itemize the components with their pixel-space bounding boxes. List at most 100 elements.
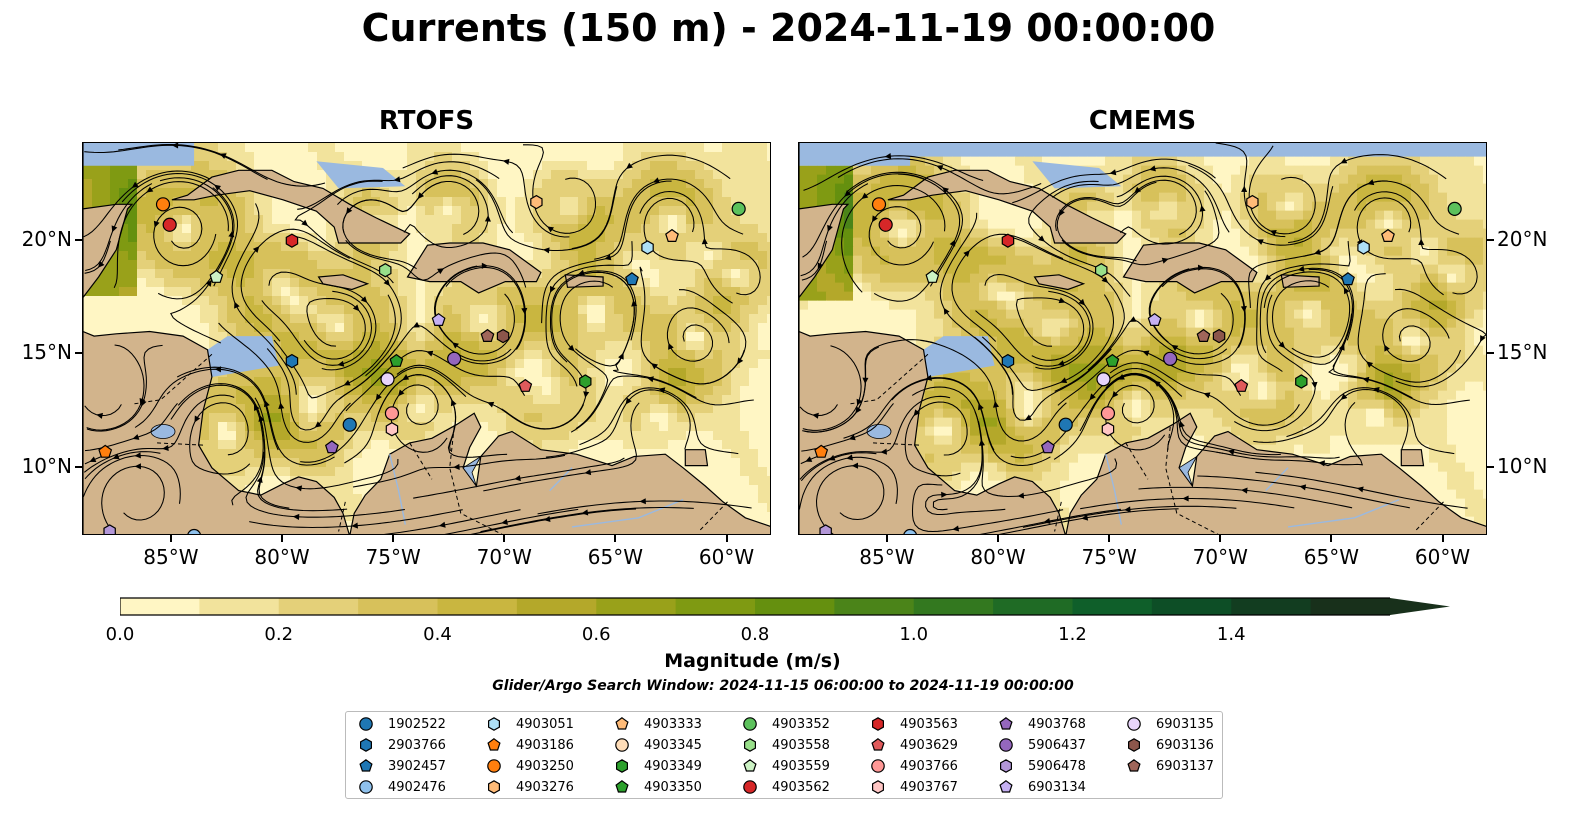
colorbar-segment bbox=[675, 598, 756, 615]
legend-label: 3902457 bbox=[388, 758, 446, 774]
legend-marker-circle-icon bbox=[487, 759, 501, 773]
legend-marker-hexagon-icon bbox=[871, 717, 884, 731]
float-marker-4903766 bbox=[1100, 406, 1116, 421]
legend-item: 4903350 bbox=[614, 777, 702, 797]
float-marker-4903276 bbox=[530, 194, 543, 210]
legend-label: 4903350 bbox=[644, 779, 702, 795]
panel-title-cmems: CMEMS bbox=[1088, 106, 1197, 136]
legend-item: 4903345 bbox=[614, 735, 702, 755]
legend-item: 5906437 bbox=[998, 735, 1086, 755]
legend-item: 6903135 bbox=[1126, 714, 1214, 734]
legend-marker-hexagon-icon bbox=[1127, 738, 1140, 752]
lon-tick-label: 80°W bbox=[970, 545, 1026, 569]
float-marker-4903349 bbox=[1295, 374, 1308, 389]
search-window-text: Glider/Argo Search Window: 2024-11-15 06… bbox=[492, 678, 1074, 694]
legend-label: 4903051 bbox=[516, 716, 574, 732]
lon-tick-mark bbox=[614, 535, 617, 542]
lon-tick-mark bbox=[392, 535, 395, 542]
legend-label: 1902522 bbox=[388, 716, 446, 732]
float-marker-6903137 bbox=[1196, 328, 1211, 342]
legend-marker-1902522 bbox=[359, 717, 373, 731]
legend-marker-4903629 bbox=[871, 738, 885, 751]
legend-item: 4903562 bbox=[742, 777, 830, 797]
float-marker-4903768 bbox=[324, 440, 339, 454]
float-marker-6903136 bbox=[496, 328, 510, 344]
legend-marker-circle-icon bbox=[743, 717, 757, 731]
lon-tick-label: 75°W bbox=[365, 545, 421, 569]
map-cmems bbox=[798, 142, 1487, 535]
float-marker-4903559 bbox=[925, 269, 940, 283]
colorbar-tick-label: 0.0 bbox=[105, 624, 135, 645]
lat-tick-mark bbox=[1487, 238, 1494, 241]
legend-marker-4903051 bbox=[487, 717, 500, 731]
legend-item: 4903768 bbox=[998, 714, 1086, 734]
legend-marker-hexagon-icon bbox=[487, 717, 500, 731]
float-marker-4903562 bbox=[162, 217, 177, 232]
legend-item: 6903134 bbox=[998, 777, 1086, 797]
colorbar-segment bbox=[1072, 598, 1153, 615]
float-marker-4903558 bbox=[379, 263, 392, 278]
legend-marker-circle-icon bbox=[999, 738, 1013, 752]
legend-marker-4903558 bbox=[743, 738, 756, 752]
float-marker-4903629 bbox=[518, 378, 533, 392]
legend-marker-pentagon-icon bbox=[1127, 759, 1141, 772]
float-marker-1902522 bbox=[1058, 417, 1073, 432]
lat-tick-label: 20°N bbox=[1497, 226, 1548, 251]
legend-marker-hexagon-icon bbox=[615, 759, 628, 773]
legend-marker-4903768 bbox=[999, 717, 1013, 730]
legend-marker-hexagon-icon bbox=[487, 780, 500, 794]
float-marker-4903350 bbox=[389, 353, 404, 367]
legend-label: 4902476 bbox=[388, 779, 446, 795]
float-marker-4903767 bbox=[385, 422, 399, 437]
colorbar-tick-label: 1.4 bbox=[1216, 624, 1246, 645]
legend-marker-4903352 bbox=[743, 717, 757, 731]
float-marker-4903352 bbox=[731, 201, 746, 216]
lon-tick-mark bbox=[1219, 535, 1222, 542]
lon-tick-label: 85°W bbox=[143, 545, 199, 569]
float-marker-6903135 bbox=[1096, 372, 1111, 387]
lon-tick-mark bbox=[885, 535, 888, 542]
float-marker-6903134 bbox=[1147, 312, 1162, 326]
colorbar-segment bbox=[755, 598, 835, 615]
colorbar-segment bbox=[913, 598, 994, 615]
float-marker-5906478 bbox=[819, 524, 832, 534]
colorbar-tick-label: 0.6 bbox=[581, 624, 611, 645]
lon-tick-label: 80°W bbox=[254, 545, 310, 569]
float-marker-4902476 bbox=[903, 528, 917, 534]
lat-tick-mark bbox=[1487, 465, 1494, 468]
float-marker-6903137 bbox=[480, 328, 495, 342]
float-marker-4903558 bbox=[1095, 263, 1108, 278]
colorbar-segment bbox=[358, 598, 438, 615]
legend-label: 6903134 bbox=[1028, 779, 1086, 795]
legend-item: 4903767 bbox=[870, 777, 958, 797]
legend-label: 4903250 bbox=[516, 758, 574, 774]
legend-marker-hexagon-icon bbox=[359, 738, 372, 752]
legend-marker-6903137 bbox=[1127, 759, 1141, 772]
figure-title: Currents (150 m) - 2024-11-19 00:00:00 bbox=[361, 6, 1216, 50]
lon-tick-mark bbox=[503, 535, 506, 542]
legend-marker-4903333 bbox=[615, 717, 629, 730]
legend-item: 4903333 bbox=[614, 714, 702, 734]
legend-marker-pentagon-icon bbox=[743, 759, 757, 772]
colorbar-segment bbox=[278, 598, 359, 615]
legend-label: 4903629 bbox=[900, 737, 958, 753]
float-marker-3902457 bbox=[625, 272, 639, 286]
float-marker-6903136 bbox=[1212, 328, 1226, 344]
legend-marker-circle-icon bbox=[1127, 717, 1141, 731]
legend-marker-4903276 bbox=[487, 780, 500, 794]
float-marker-4903768 bbox=[1040, 440, 1055, 454]
lat-tick-mark bbox=[75, 238, 82, 241]
float-marker-5906478 bbox=[103, 524, 116, 534]
float-marker-4903276 bbox=[1246, 194, 1259, 210]
legend-item: 4903558 bbox=[742, 735, 830, 755]
lat-tick-label: 15°N bbox=[21, 340, 72, 365]
float-marker-4903766 bbox=[384, 406, 400, 421]
legend-marker-6903136 bbox=[1127, 738, 1140, 752]
legend-marker-pentagon-icon bbox=[999, 717, 1013, 730]
legend-marker-6903135 bbox=[1127, 717, 1141, 731]
legend-label: 4903767 bbox=[900, 779, 958, 795]
legend-marker-pentagon-icon bbox=[615, 780, 629, 793]
lon-tick-mark bbox=[169, 535, 172, 542]
legend-marker-hexagon-icon bbox=[999, 759, 1012, 773]
colorbar-tick-label: 0.2 bbox=[264, 624, 294, 645]
